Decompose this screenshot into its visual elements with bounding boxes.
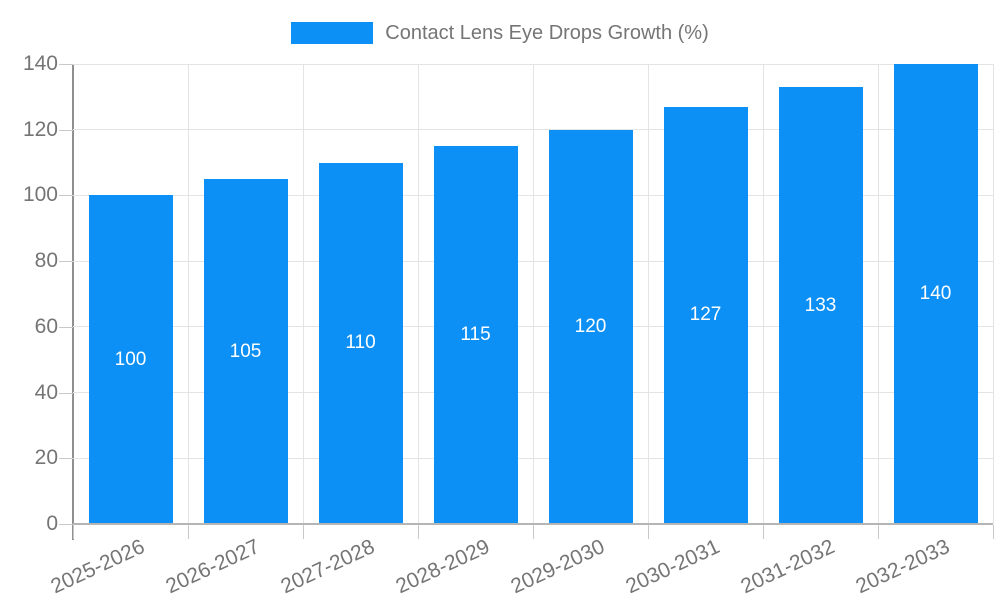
y-axis-tick-label: 0 xyxy=(46,512,58,535)
bar-value-label: 140 xyxy=(919,283,952,304)
x-tick-mark xyxy=(418,525,419,539)
gridline-v xyxy=(302,64,304,524)
y-axis-tick-label: 60 xyxy=(34,314,58,338)
x-axis-tick-label: 2029-2030 xyxy=(507,535,609,599)
bar-value-label: 110 xyxy=(345,332,376,354)
y-tick-mark xyxy=(59,524,73,525)
y-axis-tick-label: 140 xyxy=(22,52,58,75)
bar-2026-2027[interactable] xyxy=(203,179,288,524)
y-axis-line xyxy=(72,64,74,540)
x-axis-tick-label: 2032-2033 xyxy=(852,535,954,599)
gridline-v xyxy=(877,64,879,524)
y-tick-mark xyxy=(59,195,73,197)
bar-value-label: 100 xyxy=(114,348,147,370)
x-axis-tick-label: 2025-2026 xyxy=(47,535,149,599)
chart-legend[interactable]: Contact Lens Eye Drops Growth (%) xyxy=(0,18,1000,48)
x-axis-tick-label: 2031-2032 xyxy=(737,535,839,599)
y-axis-tick-label: 120 xyxy=(22,117,58,141)
x-axis-tick-label: 2028-2029 xyxy=(392,535,494,599)
gridline-v xyxy=(647,64,649,524)
x-tick-mark xyxy=(73,525,74,539)
x-tick-mark xyxy=(533,525,534,539)
x-tick-mark xyxy=(188,525,189,539)
bar-2028-2029[interactable] xyxy=(433,146,518,524)
x-tick-mark xyxy=(878,525,879,539)
y-axis-tick-label: 100 xyxy=(22,183,58,207)
bar-value-label: 120 xyxy=(574,315,607,337)
bar-2031-2032[interactable] xyxy=(778,87,863,524)
bar-2027-2028[interactable] xyxy=(318,162,403,524)
gridline-v xyxy=(417,64,419,524)
y-tick-mark xyxy=(59,64,73,65)
y-tick-mark xyxy=(59,261,73,263)
legend-swatch xyxy=(291,22,374,44)
y-tick-mark xyxy=(59,326,73,328)
x-axis-line xyxy=(73,523,993,525)
y-axis-tick-label: 20 xyxy=(34,446,58,470)
x-axis-tick-label: 2026-2027 xyxy=(162,535,264,599)
bar-2030-2031[interactable] xyxy=(663,106,748,524)
bar-2029-2030[interactable] xyxy=(548,129,633,524)
gridline-v xyxy=(532,64,534,524)
gridline-v xyxy=(762,64,764,524)
y-tick-mark xyxy=(59,458,73,460)
y-tick-mark xyxy=(59,392,73,394)
bar-2032-2033[interactable] xyxy=(893,64,978,524)
x-axis-tick-label: 2030-2031 xyxy=(622,535,724,599)
bar-value-label: 133 xyxy=(804,294,837,316)
bar-value-label: 115 xyxy=(460,324,491,346)
y-axis-tick-label: 80 xyxy=(34,249,58,273)
plot-area: 100 2025-2026 105 2026-2027 110 2027-2028 115 2… xyxy=(47,63,994,598)
bar-value-label: 127 xyxy=(689,304,722,326)
x-tick-mark xyxy=(648,525,649,539)
bar-2025-2026[interactable] xyxy=(88,195,173,524)
gridline-v xyxy=(992,64,994,524)
x-tick-mark xyxy=(763,525,764,539)
legend-label: Contact Lens Eye Drops Growth (%) xyxy=(385,21,709,44)
y-tick-mark xyxy=(59,129,73,131)
gridline-v xyxy=(187,64,189,524)
x-axis-tick-label: 2027-2028 xyxy=(277,535,379,599)
bar-value-label: 105 xyxy=(229,340,262,362)
x-tick-mark xyxy=(993,525,994,539)
x-tick-mark xyxy=(303,525,304,539)
y-axis-tick-label: 40 xyxy=(34,380,58,404)
